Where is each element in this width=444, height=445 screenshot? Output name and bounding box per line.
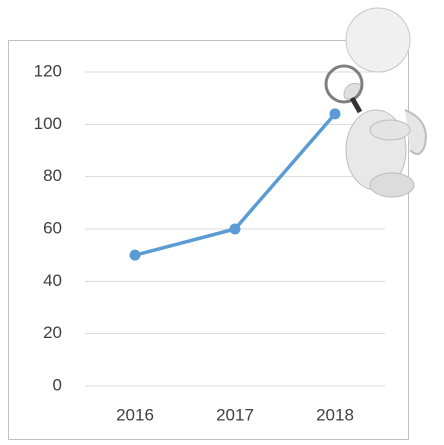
- chart-frame: [8, 40, 409, 440]
- plot-area: 0 20 40 60 80 100 120 2016 2017 2018: [34, 61, 385, 424]
- marker: [129, 249, 141, 261]
- y-tick-label: 20: [43, 323, 62, 342]
- y-tick-label: 40: [43, 271, 62, 290]
- marker: [229, 223, 241, 235]
- y-tick-label: 0: [53, 375, 62, 394]
- marker: [329, 108, 341, 120]
- y-tick-label: 100: [34, 114, 62, 133]
- y-tick-label: 60: [43, 218, 62, 237]
- y-tick-label: 80: [43, 166, 62, 185]
- x-tick-label: 2016: [116, 405, 154, 424]
- y-tick-label: 120: [34, 61, 62, 80]
- magnifier-figure: [324, 7, 427, 198]
- x-tick-label: 2017: [216, 405, 254, 424]
- x-tick-label: 2018: [316, 405, 354, 424]
